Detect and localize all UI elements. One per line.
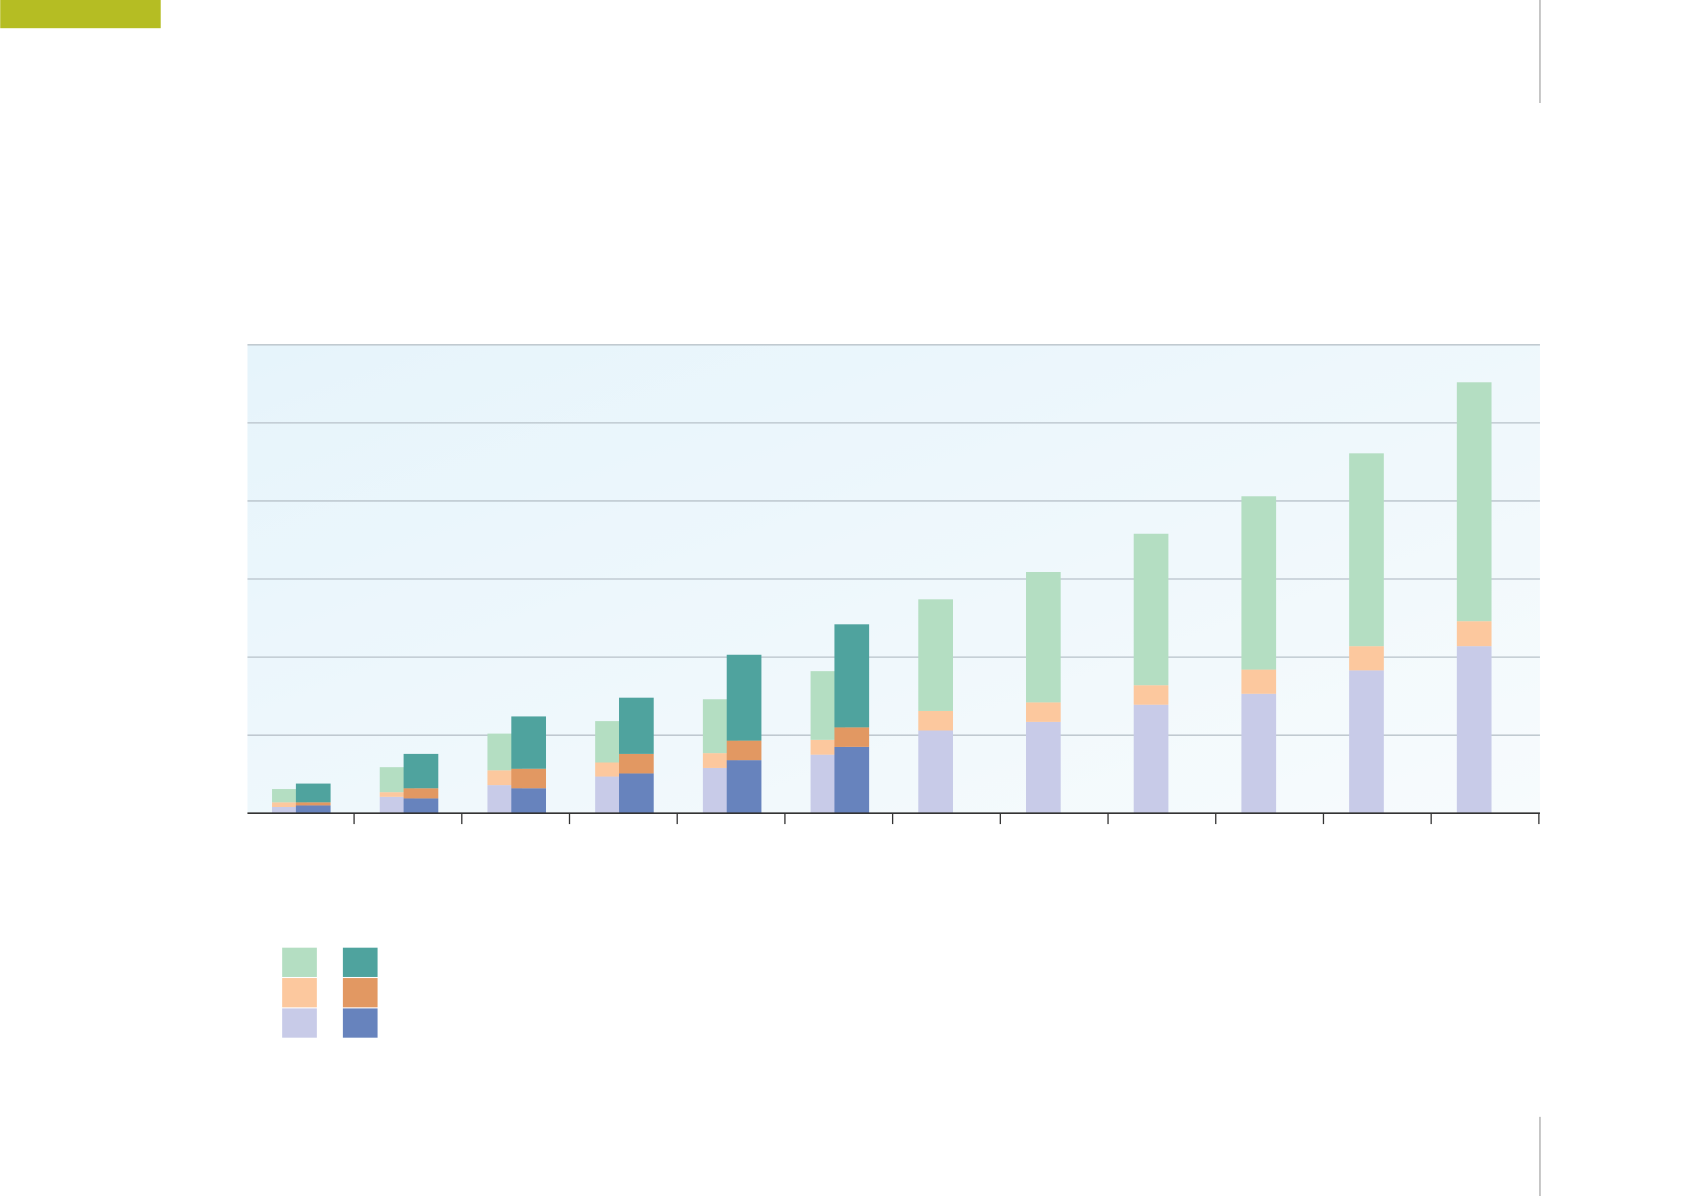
legend-swatch — [282, 978, 317, 1008]
bar-segment — [1349, 646, 1384, 671]
bar-segment — [918, 710, 953, 731]
bar-segment — [1025, 702, 1061, 722]
bar-segment — [1349, 670, 1384, 814]
bar-segment — [1241, 496, 1277, 670]
legend-swatch — [342, 1008, 378, 1038]
bar-segment — [295, 802, 331, 806]
bar-segment — [272, 806, 307, 814]
bar-segment — [834, 624, 870, 728]
bar-segment — [918, 730, 953, 814]
bar-segment — [1025, 571, 1061, 703]
bar-segment — [272, 802, 307, 807]
bar-segment — [511, 788, 547, 814]
bar-segment — [726, 760, 762, 814]
bar-segment — [1133, 704, 1169, 814]
bar-segment — [1349, 453, 1384, 647]
bar-segment — [295, 805, 331, 814]
bar-segment — [1456, 646, 1492, 814]
bar-segment — [403, 753, 439, 789]
bar-segment — [726, 740, 762, 761]
bar-segment — [1241, 693, 1277, 814]
bar-segment — [619, 773, 654, 814]
bar-segment — [834, 746, 870, 814]
bar-segment — [379, 792, 415, 797]
bar-segment — [511, 768, 547, 789]
bar-segment — [1241, 669, 1277, 694]
legend-swatch — [342, 947, 378, 977]
bar-segment — [295, 783, 331, 803]
bar-segment — [511, 716, 547, 769]
bar-segment — [403, 798, 439, 814]
bar-segment — [726, 654, 762, 741]
legend-swatch — [342, 978, 378, 1008]
bar-segment — [619, 753, 654, 774]
bar-segment — [1456, 621, 1492, 647]
legend-swatch — [282, 947, 317, 977]
bar-segment — [1456, 382, 1492, 622]
bar-segment — [403, 788, 439, 799]
header-tab — [0, 0, 161, 29]
bar-segment — [834, 727, 870, 747]
bar-segment — [918, 599, 953, 711]
legend-swatch — [282, 1008, 317, 1038]
bar-segment — [1133, 533, 1169, 686]
bar-segment — [1025, 721, 1061, 814]
bar-segment — [1133, 685, 1169, 705]
bar-segment — [619, 697, 654, 754]
